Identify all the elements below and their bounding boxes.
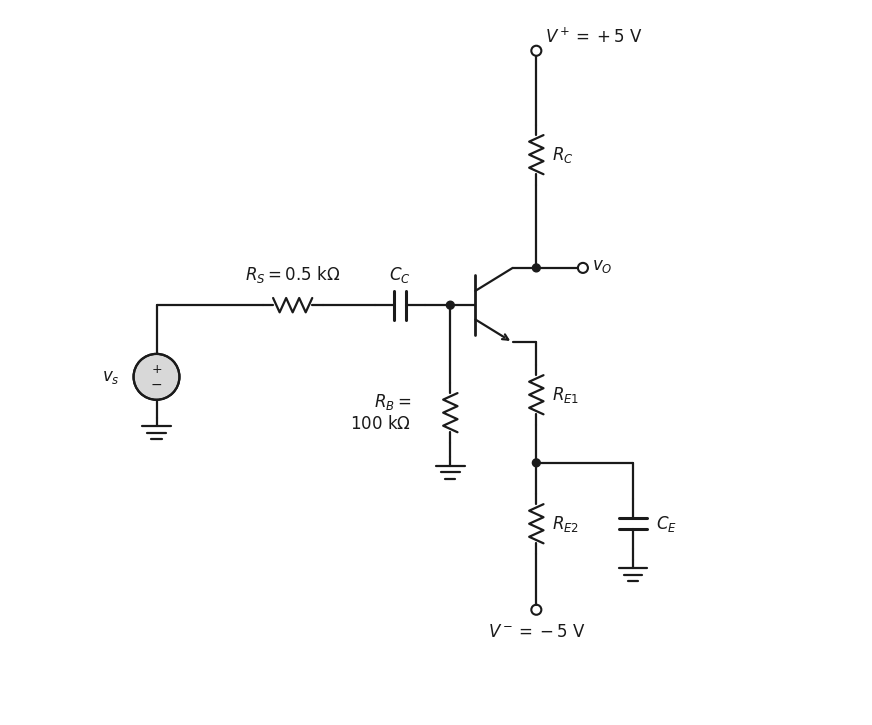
- Text: $v_O$: $v_O$: [591, 257, 612, 275]
- Circle shape: [533, 264, 541, 272]
- Text: $V^- = -5\ \mathrm{V}$: $V^- = -5\ \mathrm{V}$: [487, 623, 585, 641]
- Circle shape: [133, 354, 180, 399]
- Text: $R_{E1}$: $R_{E1}$: [552, 385, 579, 405]
- Text: $v_s$: $v_s$: [101, 368, 119, 386]
- Text: $C_E$: $C_E$: [656, 514, 677, 534]
- Text: −: −: [151, 378, 162, 392]
- Circle shape: [446, 301, 454, 309]
- Text: $R_{E2}$: $R_{E2}$: [552, 514, 579, 534]
- Text: $R_C$: $R_C$: [552, 145, 574, 165]
- Circle shape: [533, 459, 541, 467]
- Text: $R_S = 0.5\ \mathrm{k\Omega}$: $R_S = 0.5\ \mathrm{k\Omega}$: [245, 264, 340, 285]
- Text: $V^+ = +5\ \mathrm{V}$: $V^+ = +5\ \mathrm{V}$: [545, 28, 643, 47]
- Text: $R_B =$
$100\ \mathrm{k\Omega}$: $R_B =$ $100\ \mathrm{k\Omega}$: [350, 392, 411, 433]
- Text: $C_C$: $C_C$: [389, 265, 411, 285]
- Text: +: +: [151, 363, 162, 376]
